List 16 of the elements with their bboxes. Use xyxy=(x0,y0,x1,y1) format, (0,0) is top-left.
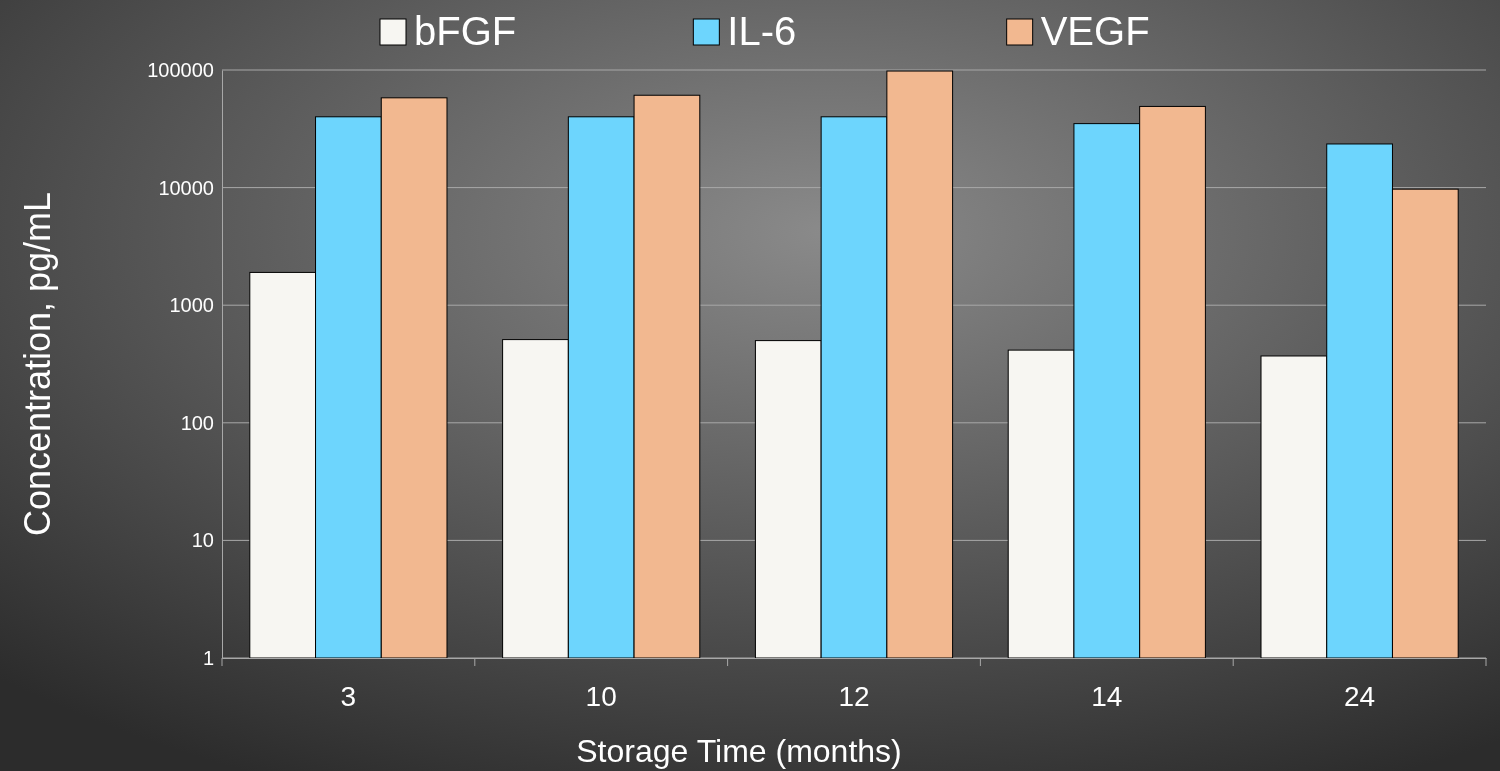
x-tick-label: 10 xyxy=(585,680,617,712)
legend-label: IL-6 xyxy=(727,9,797,53)
y-tick-label: 10 xyxy=(191,529,214,552)
y-tick-label: 1 xyxy=(202,646,214,669)
y-tick-label: 1000 xyxy=(169,294,214,317)
x-tick-label: 12 xyxy=(838,680,870,712)
y-axis-title: Concentration, pg/mL xyxy=(17,191,58,537)
y-tick-label: 100 xyxy=(180,411,214,434)
x-tick-label: 14 xyxy=(1091,680,1123,712)
x-tick-label: 24 xyxy=(1344,680,1376,712)
y-tick-label: 100000 xyxy=(147,58,214,81)
legend-label: VEGF xyxy=(1040,9,1150,53)
y-tick-label: 10000 xyxy=(158,176,214,199)
x-tick-label: 3 xyxy=(340,680,357,712)
x-axis-title: Storage Time (months) xyxy=(576,733,902,769)
legend-label: bFGF xyxy=(414,9,517,53)
